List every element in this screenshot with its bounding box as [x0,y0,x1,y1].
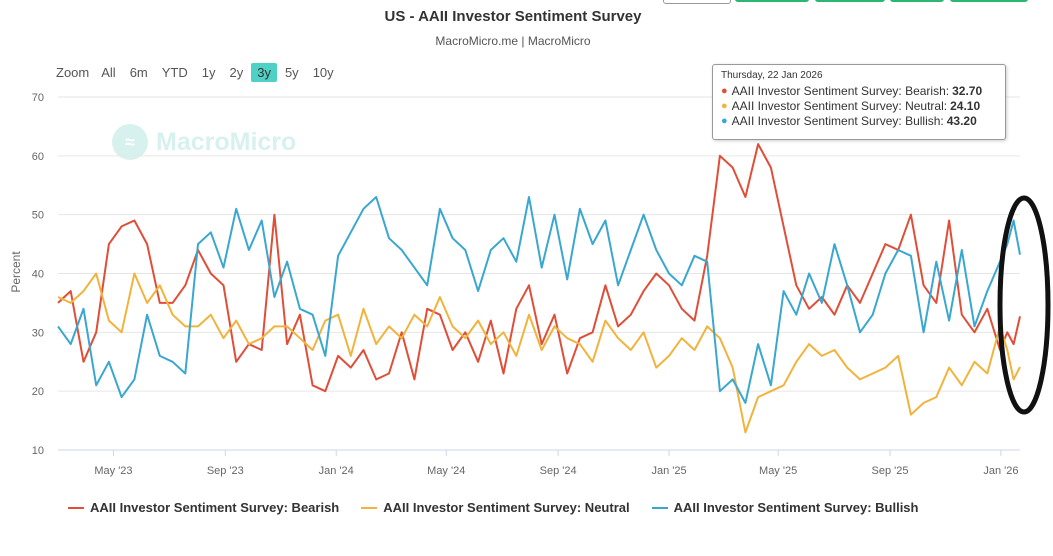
gridlines [58,96,1020,451]
x-tick-label: Jan '25 [651,465,686,477]
watermark: ≈ MacroMicro [112,124,296,160]
legend: AAII Investor Sentiment Survey: Bearish … [68,500,940,515]
y-tick-label: 70 [32,92,44,104]
x-tick-label: May '25 [759,465,797,477]
x-axis: May '23 Sep '23 Jan '24 May '24 Sep '24 Jan '… [58,449,1020,477]
top-bar-button[interactable] [890,0,944,2]
macromicro-logo-icon: ≈ [112,124,148,160]
x-tick-label: Jan '24 [319,465,354,477]
legend-swatch [651,506,668,509]
series-line-bullish[interactable] [57,196,1021,404]
y-axis: 10 20 30 40 50 60 70 [32,92,44,457]
tooltip-label: AAII Investor Sentiment Survey: Bullish: [731,113,944,128]
x-tick-label: Jan '26 [983,465,1018,477]
top-bar-button[interactable] [735,0,809,2]
y-tick-label: 60 [32,151,44,163]
y-tick-label: 40 [32,269,44,281]
y-tick-label: 20 [32,386,44,398]
tooltip-value: 24.10 [950,98,981,113]
x-tick-label: May '24 [427,465,465,477]
zoom-button-all[interactable]: All [101,65,116,80]
legend-swatch [68,506,84,509]
neutral-dot-icon: ● [721,99,728,112]
zoom-button-2y[interactable]: 2y [229,65,244,80]
zoom-button-5y[interactable]: 5y [284,65,299,80]
bullish-dot-icon: ● [721,114,728,127]
zoom-button-10y[interactable]: 10y [312,65,334,80]
zoom-button-3y[interactable]: 3y [251,63,277,82]
series-line-bearish[interactable] [57,143,1021,393]
zoom-button-1y[interactable]: 1y [201,65,216,80]
highlight-ellipse-annotation [997,195,1051,415]
legend-item-neutral[interactable]: AAII Investor Sentiment Survey: Neutral [361,500,630,515]
zoom-label: Zoom [56,65,90,80]
top-bar-button[interactable] [815,0,885,2]
legend-item-bearish[interactable]: AAII Investor Sentiment Survey: Bearish [68,500,339,515]
zoom-button-6m[interactable]: 6m [129,65,148,80]
legend-label: AAII Investor Sentiment Survey: Neutral [383,500,630,515]
x-tick-label: May '23 [94,465,132,477]
x-tick-label: Sep '25 [871,465,908,477]
tooltip-date: Thursday, 22 Jan 2026 [721,70,823,81]
top-bar-button[interactable] [950,0,1028,2]
chart-title: US - AAII Investor Sentiment Survey [384,8,642,25]
tooltip-row-bullish: ● AAII Investor Sentiment Survey: Bullis… [721,113,997,128]
tooltip-label: AAII Investor Sentiment Survey: Bearish: [731,83,950,98]
chart-subtitle: MacroMicro.me | MacroMicro [435,34,591,48]
series-line-neutral[interactable] [57,272,1021,434]
series-lines [57,143,1021,434]
watermark-text: MacroMicro [156,127,297,156]
y-tick-label: 10 [32,445,44,457]
tooltip: Thursday, 22 Jan 2026 ● AAII Investor Se… [712,64,1006,140]
y-axis-label: Percent [9,251,23,293]
tooltip-value: 32.70 [952,83,983,98]
zoom-button-ytd[interactable]: YTD [161,65,188,80]
tooltip-row-neutral: ● AAII Investor Sentiment Survey: Neutra… [721,98,997,113]
tooltip-row-bearish: ● AAII Investor Sentiment Survey: Bearis… [721,83,997,98]
y-tick-label: 30 [32,327,44,339]
tooltip-value: 43.20 [946,113,977,128]
x-tick-label: Sep '23 [207,465,244,477]
y-tick-label: 50 [32,210,44,222]
top-bar-button[interactable] [663,0,731,4]
legend-label: AAII Investor Sentiment Survey: Bearish [90,500,340,515]
legend-label: AAII Investor Sentiment Survey: Bullish [673,500,919,515]
legend-swatch [361,506,378,509]
tooltip-label: AAII Investor Sentiment Survey: Neutral: [731,98,948,113]
zoom-bar: Zoom All 6m YTD 1y 2y 3y 5y 10y [56,63,342,82]
x-tick-label: Sep '24 [540,465,577,477]
legend-item-bullish[interactable]: AAII Investor Sentiment Survey: Bullish [651,500,919,515]
bearish-dot-icon: ● [721,84,728,97]
